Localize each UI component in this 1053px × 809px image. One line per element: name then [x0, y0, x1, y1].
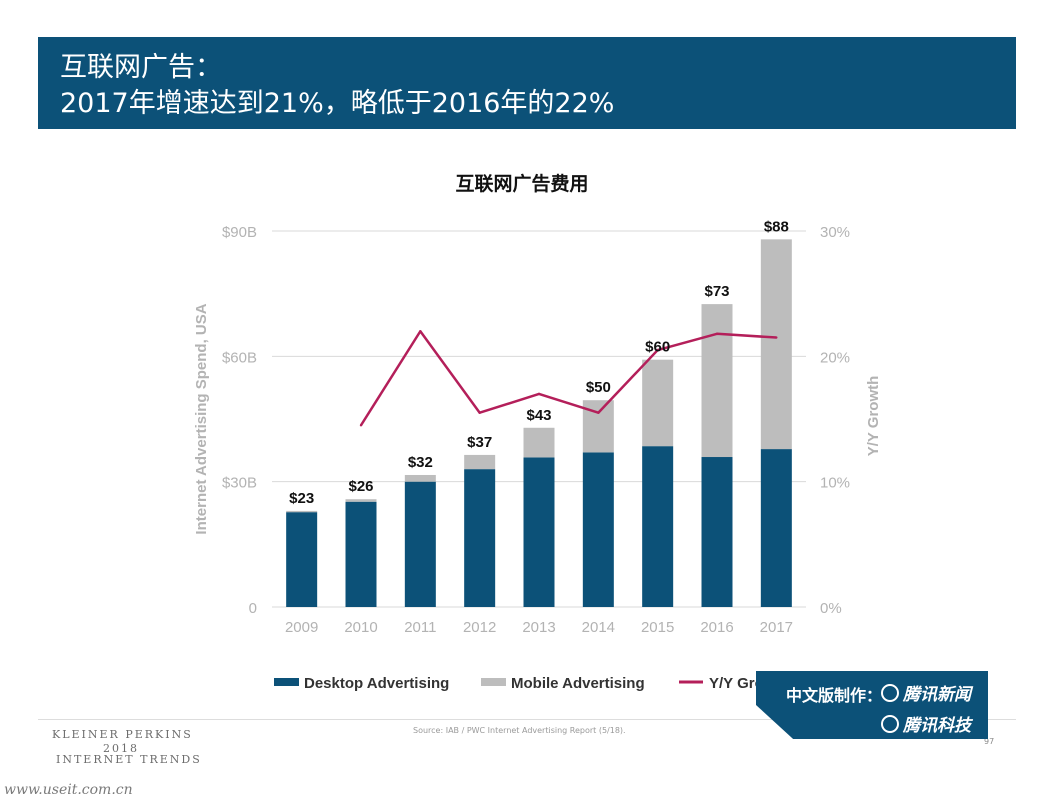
growth-point [537, 392, 541, 396]
y2-tick-label: 0% [820, 600, 842, 617]
data-label: $60 [645, 339, 670, 356]
bar-desktop [464, 469, 496, 607]
bar-desktop [404, 481, 436, 607]
legend-swatch [274, 678, 299, 686]
y-axis-label: Internet Advertising Spend, USA [193, 303, 210, 534]
bar-mobile [701, 304, 733, 458]
bar-desktop [760, 449, 792, 607]
growth-point [597, 411, 600, 414]
y-tick-label: $60B [222, 349, 257, 366]
bar-mobile [464, 454, 496, 470]
x-tick-label: 2009 [285, 619, 318, 636]
bar-mobile [642, 359, 674, 447]
credit-brand-news: 腾讯新闻 [881, 680, 971, 705]
bar-desktop [286, 512, 318, 607]
legend-label: Desktop Advertising [304, 675, 449, 692]
x-tick-label: 2011 [404, 619, 436, 636]
y2-tick-label: 20% [820, 349, 850, 366]
bar-desktop [345, 501, 377, 607]
page-number: 97 [984, 737, 995, 746]
x-tick-label: 2010 [344, 619, 377, 636]
footer-brand-name: KLEINER PERKINS [52, 728, 193, 741]
footer-source: Source: IAB / PWC Internet Advertising R… [413, 726, 626, 735]
x-tick-label: 2017 [760, 619, 793, 636]
footer-divider [38, 719, 1016, 720]
y-tick-label: $30B [222, 475, 257, 492]
slide-subtitle: 2017年增速达到21%，略低于2016年的22% [60, 88, 615, 119]
bar-mobile [760, 239, 792, 450]
bar-desktop [523, 457, 555, 607]
credit-label: 中文版制作： [786, 686, 883, 705]
x-tick-label: 2016 [700, 619, 733, 636]
data-label: $88 [764, 218, 789, 235]
data-label: $32 [408, 454, 433, 471]
data-label: $37 [467, 434, 492, 451]
growth-point [359, 424, 363, 427]
legend-label: Mobile Advertising [511, 675, 645, 692]
slide-header: 互联网广告： 2017年增速达到21%，略低于2016年的22% [38, 37, 1016, 129]
bar-mobile [523, 427, 555, 458]
brand-logo-icon [881, 715, 899, 733]
credit-brand-tech: 腾讯科技 [881, 711, 971, 736]
bar-mobile [286, 510, 318, 513]
y-tick-label: 0 [249, 600, 257, 617]
data-label: $73 [704, 283, 729, 300]
data-label: $26 [348, 478, 373, 495]
x-tick-label: 2014 [582, 619, 615, 636]
x-tick-label: 2015 [641, 619, 674, 636]
bar-mobile [404, 474, 436, 482]
y2-tick-label: 30% [820, 224, 850, 241]
bar-desktop [701, 457, 733, 607]
brand-logo-icon [881, 684, 899, 702]
growth-line [359, 330, 777, 426]
y-tick-label: $90B [222, 224, 257, 241]
y2-tick-label: 10% [820, 475, 850, 492]
footer-brand-year: 2018 [103, 742, 139, 755]
legend-swatch [481, 678, 506, 686]
credit-badge: 中文版制作： 腾讯新闻 腾讯科技 [756, 671, 988, 739]
x-tick-label: 2012 [463, 619, 496, 636]
y2-axis-label: Y/Y Growth [865, 376, 882, 457]
data-label: $50 [586, 379, 611, 396]
footer-brand-report: INTERNET TRENDS [56, 753, 202, 766]
growth-point [775, 336, 778, 339]
bar-desktop [642, 446, 674, 607]
growth-point [715, 332, 719, 335]
bar-desktop [582, 452, 614, 607]
data-label: $23 [289, 490, 314, 507]
chart-title: 互联网广告费用 [455, 172, 588, 195]
growth-point [478, 411, 481, 414]
x-tick-label: 2013 [522, 619, 555, 636]
slide-title: 互联网广告： [60, 52, 222, 83]
bar-mobile [345, 499, 377, 502]
growth-point [656, 348, 659, 352]
growth-point [419, 330, 422, 333]
data-label: $43 [526, 407, 551, 424]
site-url: www.useit.com.cn [4, 782, 133, 798]
